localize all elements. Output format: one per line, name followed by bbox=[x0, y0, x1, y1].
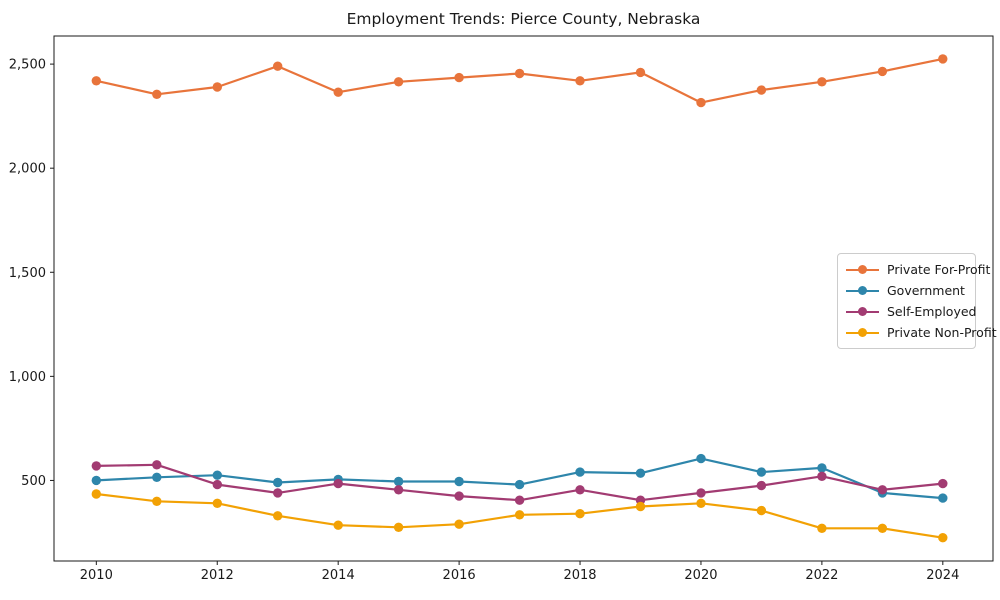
y-tick-label: 1,500 bbox=[9, 266, 46, 281]
data-point-private-non-profit-2010 bbox=[91, 489, 102, 499]
data-point-private-non-profit-2015 bbox=[393, 522, 404, 532]
x-tick-label: 2022 bbox=[805, 568, 838, 583]
data-point-private-non-profit-2014 bbox=[333, 520, 343, 530]
data-point-self-employed-2015 bbox=[393, 485, 404, 495]
x-tick-label: 2012 bbox=[201, 568, 234, 583]
legend-dot-sample bbox=[858, 307, 867, 316]
data-point-private-non-profit-2016 bbox=[454, 519, 464, 529]
legend-label: Government bbox=[887, 283, 965, 298]
legend-item-private-non-profit: Private Non-Profit bbox=[846, 322, 997, 343]
data-point-private-for-profit-2010 bbox=[91, 76, 102, 86]
data-point-private-non-profit-2021 bbox=[756, 505, 767, 516]
legend-item-private-for-profit: Private For-Profit bbox=[846, 259, 990, 280]
data-point-private-non-profit-2012 bbox=[212, 498, 222, 508]
series-private-for-profit bbox=[91, 54, 948, 108]
legend-label: Private Non-Profit bbox=[887, 325, 997, 340]
data-point-self-employed-2020 bbox=[696, 488, 706, 498]
data-point-self-employed-2023 bbox=[877, 485, 888, 495]
y-tick-label: 2,000 bbox=[9, 162, 46, 177]
data-point-government-2018 bbox=[575, 467, 585, 477]
legend: Private For-Profit Government Self-Employe… bbox=[837, 253, 997, 349]
x-tick-label: 2016 bbox=[443, 568, 476, 583]
data-point-private-for-profit-2022 bbox=[817, 77, 827, 87]
data-point-private-for-profit-2021 bbox=[756, 85, 767, 95]
plot-frame bbox=[53, 35, 994, 562]
legend-marker-self-employed bbox=[846, 307, 879, 317]
data-point-government-2011 bbox=[152, 472, 162, 482]
data-point-self-employed-2017 bbox=[514, 495, 525, 505]
series-line-private-for-profit bbox=[95, 57, 944, 104]
data-point-private-non-profit-2020 bbox=[696, 498, 706, 508]
data-point-self-employed-2014 bbox=[333, 478, 343, 489]
legend-dot-sample bbox=[858, 265, 867, 274]
series-self-employed bbox=[91, 460, 948, 505]
series-private-non-profit bbox=[91, 489, 948, 543]
data-point-private-for-profit-2019 bbox=[635, 67, 646, 78]
series-government bbox=[91, 453, 948, 503]
legend-dot-sample bbox=[858, 328, 867, 337]
data-point-government-2022 bbox=[817, 463, 827, 473]
data-point-private-non-profit-2019 bbox=[635, 501, 646, 512]
data-point-self-employed-2013 bbox=[273, 488, 283, 498]
data-point-private-non-profit-2023 bbox=[877, 523, 888, 533]
data-point-private-for-profit-2016 bbox=[454, 72, 464, 83]
data-point-private-for-profit-2017 bbox=[514, 68, 525, 79]
data-point-private-non-profit-2017 bbox=[514, 510, 525, 520]
data-point-self-employed-2012 bbox=[212, 479, 222, 490]
data-point-government-2020 bbox=[696, 453, 706, 464]
data-point-self-employed-2016 bbox=[454, 491, 464, 501]
legend-dot-sample bbox=[858, 286, 867, 295]
y-tick-label: 1,000 bbox=[9, 370, 46, 385]
data-point-private-non-profit-2013 bbox=[273, 511, 283, 521]
data-point-private-non-profit-2022 bbox=[817, 523, 827, 533]
legend-label: Private For-Profit bbox=[887, 262, 991, 277]
data-point-private-for-profit-2014 bbox=[333, 87, 343, 97]
data-point-private-non-profit-2018 bbox=[575, 509, 585, 519]
data-point-self-employed-2011 bbox=[152, 460, 162, 470]
data-point-private-for-profit-2015 bbox=[393, 77, 404, 87]
y-tick-label: 500 bbox=[21, 474, 46, 489]
data-point-self-employed-2010 bbox=[91, 461, 102, 471]
data-point-government-2019 bbox=[635, 468, 646, 478]
data-point-private-for-profit-2013 bbox=[273, 61, 283, 71]
legend-item-self-employed: Self-Employed bbox=[846, 301, 976, 322]
data-point-government-2013 bbox=[273, 477, 283, 488]
legend-label: Self-Employed bbox=[887, 304, 977, 319]
legend-marker-private-for-profit bbox=[846, 265, 879, 275]
x-tick-label: 2024 bbox=[926, 568, 959, 583]
legend-marker-private-non-profit bbox=[846, 328, 879, 338]
data-point-government-2016 bbox=[454, 476, 464, 487]
data-point-self-employed-2018 bbox=[575, 485, 585, 495]
data-point-private-for-profit-2012 bbox=[212, 82, 222, 92]
x-tick-label: 2014 bbox=[322, 568, 355, 583]
data-point-self-employed-2021 bbox=[756, 480, 767, 491]
x-tick-label: 2010 bbox=[80, 568, 113, 583]
data-point-self-employed-2024 bbox=[938, 478, 948, 489]
data-point-government-2015 bbox=[393, 476, 404, 487]
data-point-private-non-profit-2024 bbox=[938, 533, 948, 543]
series-line-government bbox=[95, 457, 944, 500]
y-tick-label: 2,500 bbox=[9, 58, 46, 73]
data-point-private-for-profit-2020 bbox=[696, 97, 706, 108]
data-point-government-2021 bbox=[756, 467, 767, 477]
chart-title: Employment Trends: Pierce County, Nebras… bbox=[346, 10, 701, 28]
data-point-government-2024 bbox=[938, 493, 948, 503]
legend-marker-government bbox=[846, 286, 879, 296]
legend-item-government: Government bbox=[846, 280, 967, 301]
x-tick-label: 2018 bbox=[563, 568, 596, 583]
data-point-government-2017 bbox=[514, 479, 525, 490]
data-point-private-for-profit-2018 bbox=[575, 76, 585, 86]
data-point-private-for-profit-2023 bbox=[877, 66, 888, 77]
data-point-private-non-profit-2011 bbox=[152, 496, 162, 506]
data-point-private-for-profit-2011 bbox=[152, 89, 162, 100]
data-point-private-for-profit-2024 bbox=[938, 54, 948, 64]
x-tick-label: 2020 bbox=[684, 568, 717, 583]
data-point-government-2010 bbox=[91, 475, 102, 486]
data-point-self-employed-2022 bbox=[817, 471, 827, 481]
data-point-government-2012 bbox=[212, 470, 222, 480]
